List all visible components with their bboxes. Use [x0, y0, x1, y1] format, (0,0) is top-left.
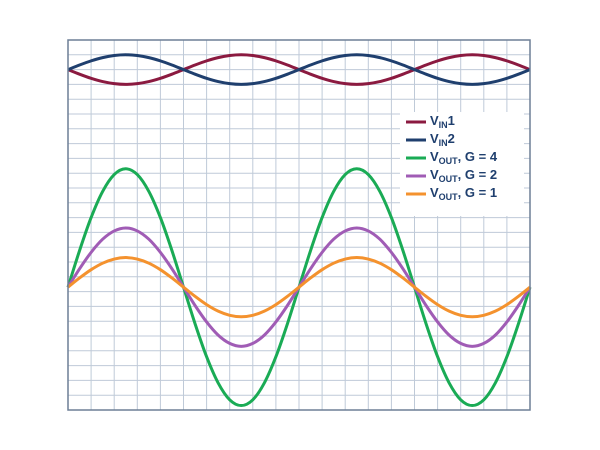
series-line	[67, 256, 531, 319]
series-line	[67, 53, 531, 86]
legend-box	[400, 112, 524, 216]
legend-label: VIN2	[430, 131, 455, 148]
legend-label: VOUT, G = 1	[430, 185, 497, 202]
plot-border	[67, 39, 531, 411]
legend-label: VOUT, G = 2	[430, 167, 497, 184]
legend-label: VIN1	[430, 113, 455, 130]
legend-label: VOUT, G = 4	[430, 149, 498, 166]
